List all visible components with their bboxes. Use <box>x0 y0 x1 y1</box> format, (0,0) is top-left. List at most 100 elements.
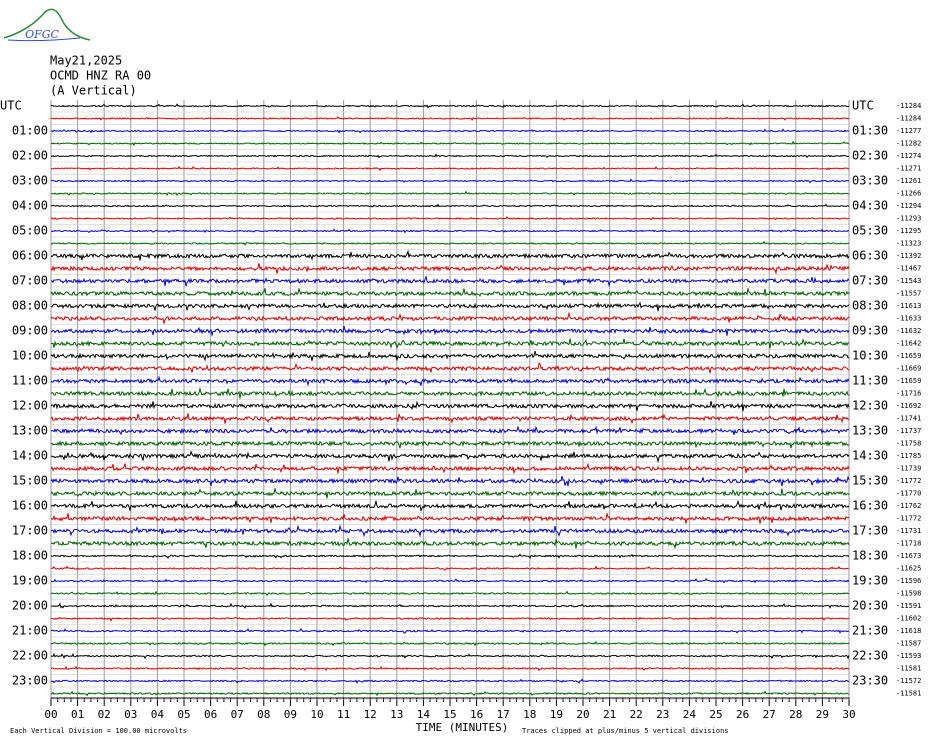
trace-mean: -11785 <box>896 452 921 460</box>
trace-mean: -11543 <box>896 277 921 285</box>
trace-mean: -11293 <box>896 215 921 223</box>
x-tick-label: 08 <box>257 708 270 721</box>
left-time-label: 11:00 <box>12 374 48 388</box>
grid <box>50 100 850 706</box>
x-tick-label: 02 <box>98 708 111 721</box>
left-time-label: 01:00 <box>12 124 48 138</box>
trace-mean: -11282 <box>896 140 921 148</box>
x-axis-label: TIME (MINUTES) <box>416 721 509 734</box>
left-time-label: 16:00 <box>12 499 48 513</box>
trace <box>50 228 850 234</box>
left-time-label: 02:00 <box>12 149 48 163</box>
trace-mean: -11261 <box>896 177 921 185</box>
left-time-label: 19:00 <box>12 574 48 588</box>
trace <box>50 216 849 221</box>
trace <box>50 565 850 572</box>
trace <box>50 425 850 436</box>
trace-mean: -11593 <box>896 652 921 660</box>
trace-mean: -11716 <box>896 390 921 398</box>
right-time-label: 11:30 <box>852 374 888 388</box>
trace-mean: -11557 <box>896 290 921 298</box>
left-time-label: 14:00 <box>12 449 48 463</box>
trace-mean: -11772 <box>896 477 921 485</box>
left-time-label: 12:00 <box>12 399 48 413</box>
x-tick-label: 23 <box>656 708 669 721</box>
right-time-label: 18:30 <box>852 549 888 563</box>
x-tick-label: 15 <box>443 708 456 721</box>
trace <box>50 400 850 412</box>
trace <box>50 249 850 261</box>
trace-mean: -11613 <box>896 302 921 310</box>
right-time-label: 09:30 <box>852 324 888 338</box>
trace <box>50 153 849 159</box>
trace-mean: -11731 <box>896 527 921 535</box>
traces <box>50 103 850 697</box>
date: May21,2025 <box>50 54 122 68</box>
clip-note: Traces clipped at plus/minus 5 vertical … <box>522 727 729 735</box>
trace <box>50 325 850 336</box>
trace-mean: -11642 <box>896 340 921 348</box>
left-time-label: 07:00 <box>12 274 48 288</box>
right-time-label: 20:30 <box>852 599 888 613</box>
trace <box>50 616 850 622</box>
x-tick-label: 01 <box>71 708 84 721</box>
station: OCMD HNZ RA 00 <box>50 69 151 83</box>
trace <box>50 553 850 559</box>
trace <box>50 128 849 134</box>
trace <box>50 665 850 672</box>
left-time-label: 08:00 <box>12 299 48 313</box>
trace <box>50 577 850 584</box>
x-tick-label: 21 <box>603 708 616 721</box>
trace-mean: -11591 <box>896 602 921 610</box>
trace-mean: -11392 <box>896 252 921 260</box>
trace-mean: -11625 <box>896 565 921 573</box>
trace <box>50 488 850 499</box>
right-time-label: 23:30 <box>852 674 888 688</box>
x-tick-label: 12 <box>364 708 377 721</box>
right-time-label: 15:30 <box>852 474 888 488</box>
trace-mean: -11596 <box>896 577 921 585</box>
x-tick-label: 28 <box>789 708 802 721</box>
logo-text: OFGC <box>25 28 59 41</box>
left-time-label: 04:00 <box>12 199 48 213</box>
x-tick-label: 24 <box>683 708 697 721</box>
left-time-label: 05:00 <box>12 224 48 238</box>
trace-mean: -11758 <box>896 440 921 448</box>
trace-mean: -11271 <box>896 165 921 173</box>
component: (A Vertical) <box>50 84 137 98</box>
trace <box>50 475 850 487</box>
x-tick-label: 07 <box>231 708 244 721</box>
trace <box>50 362 850 374</box>
trace <box>50 301 850 312</box>
x-tick-label: 20 <box>576 708 589 721</box>
trace-mean: -11602 <box>896 615 921 623</box>
x-tick-label: 14 <box>417 708 431 721</box>
left-time-label: 23:00 <box>12 674 48 688</box>
x-tick-label: 05 <box>177 708 190 721</box>
trace <box>50 652 850 660</box>
trace-mean: -11618 <box>896 627 921 635</box>
trace-mean: -11581 <box>896 690 921 698</box>
right-time-label: 17:30 <box>852 524 888 538</box>
x-tick-label: 18 <box>523 708 536 721</box>
x-tick-label: 11 <box>337 708 350 721</box>
right-time-label: 03:30 <box>852 174 888 188</box>
trace <box>50 375 850 387</box>
trace <box>50 413 850 425</box>
trace <box>50 165 849 172</box>
x-tick-label: 00 <box>44 708 57 721</box>
trace-mean: -11277 <box>896 127 921 135</box>
labels: 00 01 02 03 04 05 06 07 08 09 10 11 12 13 14 15 16 17 18 19… <box>0 99 921 722</box>
trace-mean: -11294 <box>896 202 921 210</box>
x-tick-label: 26 <box>736 708 749 721</box>
right-time-label: 08:30 <box>852 299 888 313</box>
trace-mean: -11718 <box>896 540 921 548</box>
right-time-label: 21:30 <box>852 624 888 638</box>
trace <box>50 116 850 122</box>
right-time-label: 06:30 <box>852 249 888 263</box>
trace <box>50 690 850 697</box>
trace-mean: -11772 <box>896 515 921 523</box>
trace <box>50 640 850 647</box>
left-time-label: 18:00 <box>12 549 48 563</box>
